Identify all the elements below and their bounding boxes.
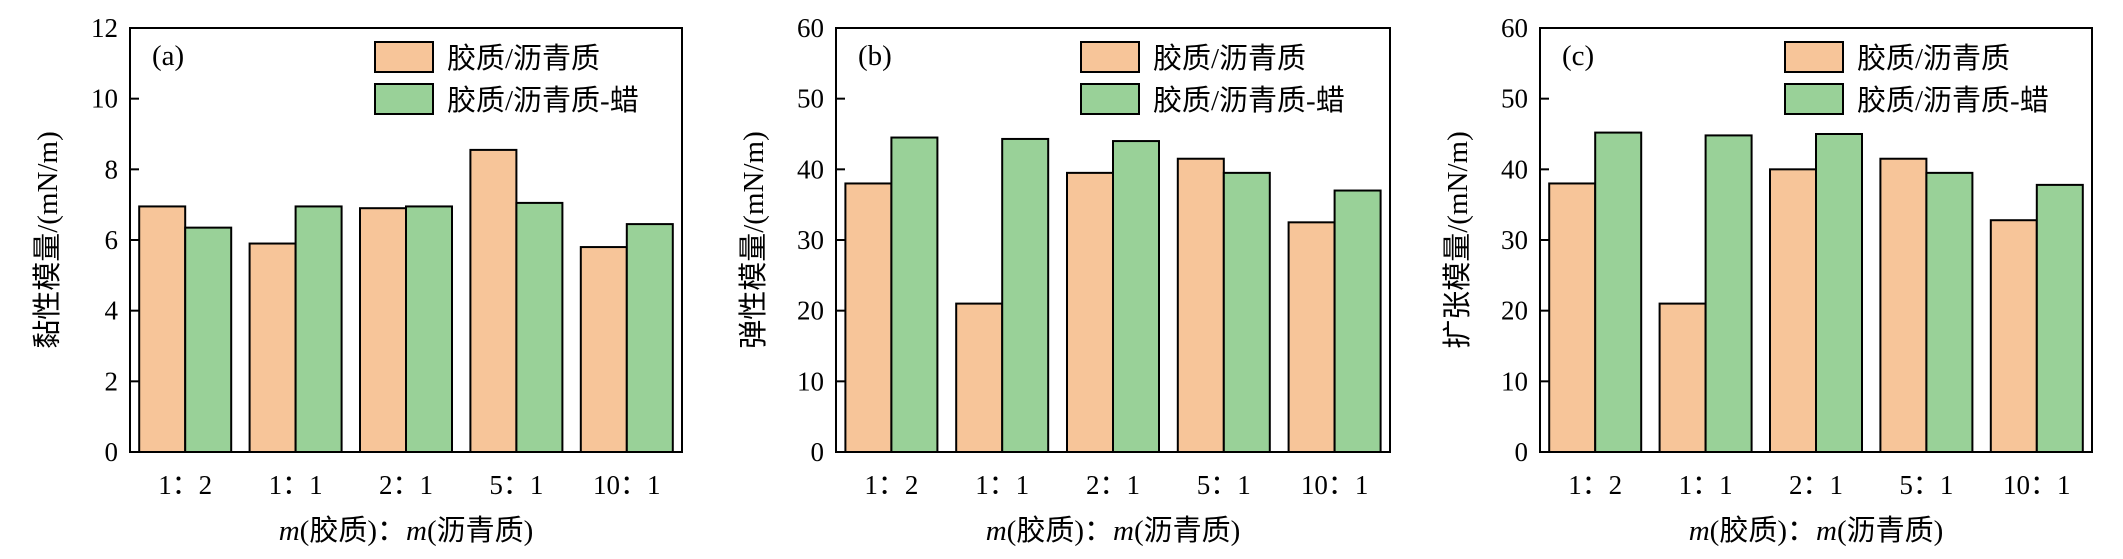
bar-a-asphaltene-1: [248, 242, 297, 453]
bar-b-asphaltene-wax-1: [1001, 137, 1050, 454]
bar-b-asphaltene-wax-2: [1112, 140, 1160, 453]
bar-b-asphaltene-2: [1066, 171, 1114, 453]
x-axis-title: m(胶质)：m(沥青质): [279, 514, 534, 547]
legend-swatch-asphaltene-wax: [374, 83, 434, 115]
y-tick-label: 40: [797, 154, 824, 184]
y-tick-label: 12: [91, 13, 118, 43]
x-tick-label: 1：2: [1568, 470, 1622, 500]
x-tick-label: 1：1: [1679, 470, 1733, 500]
bar-c-asphaltene-0: [1548, 182, 1597, 453]
y-tick-label: 10: [91, 84, 118, 114]
bar-b-asphaltene-wax-0: [890, 136, 939, 454]
bar-c-asphaltene-wax-2: [1815, 133, 1863, 453]
y-tick-label: 0: [811, 437, 825, 467]
y-tick-label: 6: [105, 225, 119, 255]
x-tick-label: 2：1: [379, 470, 433, 500]
legend-label-asphaltene-wax: 胶质/沥青质-蜡: [447, 84, 639, 117]
y-tick-label: 4: [105, 296, 119, 326]
x-axis-title: m(胶质)：m(沥青质): [986, 514, 1241, 547]
bar-c-asphaltene-wax-1: [1704, 134, 1753, 453]
x-tick-label: 5：1: [1899, 470, 1953, 500]
bar-b-asphaltene-3: [1176, 157, 1225, 453]
bar-a-asphaltene-wax-3: [515, 201, 564, 453]
x-tick-label: 1：1: [975, 470, 1029, 500]
legend-swatch-asphaltene: [374, 41, 434, 73]
panel-b: 1：2 1：1 2：1 5：1 10：1 0 10 20 30 40 50 60 (b) 胶质/沥青质胶质…: [737, 13, 1391, 547]
legend-label-asphaltene-wax: 胶质/沥青质-蜡: [1153, 84, 1345, 117]
x-tick-label: 1：2: [158, 470, 212, 500]
y-tick-label: 50: [1501, 84, 1528, 114]
y-tick-label: 30: [1501, 225, 1528, 255]
y-tick-label: 60: [797, 13, 824, 43]
bar-c-asphaltene-2: [1769, 168, 1817, 453]
y-tick-label: 20: [797, 296, 824, 326]
bar-b-asphaltene-1: [955, 302, 1004, 453]
y-axis-title: 黏性模量/(mN/m): [31, 131, 64, 349]
legend-label-asphaltene: 胶质/沥青质: [447, 42, 600, 75]
legend-swatch-asphaltene-wax: [1080, 83, 1140, 115]
y-tick-label: 30: [797, 225, 824, 255]
panel-tag: (b): [858, 40, 892, 72]
bar-b-asphaltene-0: [844, 182, 893, 453]
bar-b-asphaltene-wax-3: [1222, 171, 1271, 453]
bar-c-asphaltene-wax-0: [1594, 131, 1643, 453]
y-tick-label: 50: [797, 84, 824, 114]
x-tick-label: 5：1: [1197, 470, 1251, 500]
bar-a-asphaltene-wax-2: [405, 205, 453, 453]
bar-a-asphaltene-3: [469, 148, 518, 453]
x-tick-label: 1：2: [864, 470, 918, 500]
bar-a-asphaltene-wax-0: [184, 226, 233, 453]
bar-c-asphaltene-3: [1879, 157, 1928, 453]
y-tick-label: 2: [105, 366, 119, 396]
x-tick-label: 10：1: [1301, 470, 1369, 500]
panel-tag: (c): [1562, 40, 1594, 72]
x-axis-title: m(胶质)：m(沥青质): [1689, 514, 1944, 547]
y-tick-label: 20: [1501, 296, 1528, 326]
bar-a-asphaltene-0: [138, 205, 187, 453]
bar-c-asphaltene-1: [1658, 302, 1707, 453]
x-tick-label: 2：1: [1086, 470, 1140, 500]
bar-b-asphaltene-wax-4: [1333, 189, 1382, 454]
bar-c-asphaltene-wax-4: [2035, 183, 2084, 453]
y-tick-label: 10: [1501, 366, 1528, 396]
x-tick-label: 2：1: [1789, 470, 1843, 500]
bar-c-asphaltene-4: [1989, 219, 2038, 453]
panel-c: 1：2 1：1 2：1 5：1 10：1 0 10 20 30 40 50 60 (c) 胶质/沥青质胶质…: [1441, 13, 2093, 547]
y-tick-label: 8: [105, 154, 119, 184]
y-tick-label: 40: [1501, 154, 1528, 184]
bar-a-asphaltene-2: [359, 207, 407, 453]
y-tick-label: 0: [1515, 437, 1529, 467]
x-tick-label: 10：1: [2003, 470, 2071, 500]
panel-tag: (a): [152, 40, 184, 72]
legend-label-asphaltene: 胶质/沥青质: [1153, 42, 1306, 75]
legend-swatch-asphaltene: [1080, 41, 1140, 73]
x-tick-label: 5：1: [489, 470, 543, 500]
y-tick-label: 0: [105, 437, 119, 467]
x-tick-label: 1：1: [269, 470, 323, 500]
panel-a: 1：2 1：1 2：1 5：1 10：1 0 2 4 6 8 10 12 (a) 胶质/沥青质胶质/沥青质…: [31, 13, 683, 547]
legend-label-asphaltene: 胶质/沥青质: [1857, 42, 2010, 75]
bar-a-asphaltene-wax-1: [294, 205, 343, 453]
legend-label-asphaltene-wax: 胶质/沥青质-蜡: [1857, 84, 2049, 117]
x-tick-label: 10：1: [593, 470, 661, 500]
bar-a-asphaltene-4: [579, 246, 628, 453]
y-axis-title: 弹性模量/(mN/m): [737, 131, 770, 349]
legend-swatch-asphaltene: [1784, 41, 1844, 73]
legend-swatch-asphaltene-wax: [1784, 83, 1844, 115]
bar-a-asphaltene-wax-4: [625, 223, 674, 453]
y-tick-label: 60: [1501, 13, 1528, 43]
y-tick-label: 10: [797, 366, 824, 396]
bar-b-asphaltene-4: [1287, 221, 1336, 453]
bar-c-asphaltene-wax-3: [1925, 171, 1974, 453]
y-axis-title: 扩张模量/(mN/m): [1441, 131, 1474, 349]
